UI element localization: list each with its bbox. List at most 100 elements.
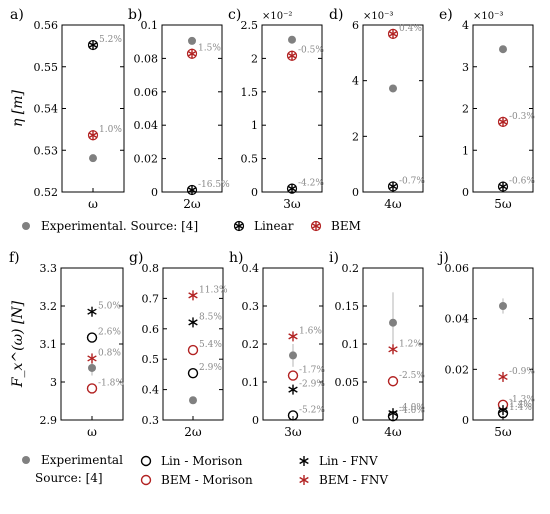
panel-label: h) — [229, 250, 243, 266]
x-tick-label: 5ω — [494, 197, 512, 211]
data-point: 1.5% — [186, 44, 221, 59]
bem-marker — [497, 116, 509, 127]
lin-morison-marker — [86, 332, 98, 343]
y-tick-label: 2 — [352, 130, 359, 143]
percent-annotation: 1.5% — [198, 44, 221, 54]
x-tick-label: 2ω — [183, 197, 201, 211]
panel-label: f) — [9, 250, 20, 266]
y-tick-label: 2 — [251, 52, 258, 65]
percent-annotation: -4.0% — [399, 403, 425, 413]
panel-h: h) 0 0.1 0.2 0.3 0.4 3ω -5.2% -1.7% -2.9% 1.6% — [229, 250, 325, 439]
y-tick-label: 3.2 — [40, 300, 58, 313]
panel-e: e) ×10⁻³ 0 1 2 3 4 5ω -0.6% -0.3% — [439, 7, 535, 211]
y-tick-label: 0.06 — [134, 86, 159, 99]
data-point: -0.7% — [387, 176, 425, 192]
y-tick-label: 0.1 — [242, 376, 260, 389]
y-tick-label: 2.5 — [241, 19, 259, 32]
x-tick-label: 3ω — [284, 425, 302, 439]
data-point: -4.2% — [286, 179, 324, 194]
legend-item: BEM - Morison — [140, 473, 253, 487]
y-tick-label: 0.8 — [142, 262, 160, 275]
experimental-marker — [89, 154, 97, 163]
panel-label: g) — [129, 250, 143, 266]
y-tick-label: 1 — [462, 144, 469, 157]
legend-experimental-icon — [22, 456, 30, 464]
percent-annotation: 5.4% — [199, 340, 222, 350]
data-point — [188, 36, 196, 45]
lin-fnv-marker — [388, 408, 398, 419]
bem-morison-marker — [287, 370, 299, 381]
lin-fnv-marker — [87, 306, 97, 317]
percent-annotation: -5.2% — [299, 405, 325, 415]
data-point: 1.6% — [288, 326, 322, 342]
legend-label: Experimental. Source: [4] — [41, 219, 198, 233]
y-tick-label: 0.08 — [134, 52, 159, 65]
y-tick-label: 0 — [151, 186, 158, 199]
experimental-marker — [499, 302, 507, 310]
bem-fnv-marker — [498, 371, 508, 382]
y-tick-label: 0 — [251, 186, 258, 199]
legend-item: BEM - FNV — [299, 473, 388, 487]
percent-annotation: 8.5% — [199, 312, 222, 322]
legend-top: Experimental. Source: [4] Linear BEM — [22, 219, 361, 233]
linear-marker — [286, 183, 298, 194]
y-axis-label: η [m] — [10, 89, 26, 127]
data-point: 0.4% — [387, 24, 422, 40]
legend-item: Source: [4] — [35, 471, 103, 485]
bem-morison-marker — [86, 383, 98, 394]
legend-item: Experimental — [22, 453, 123, 467]
panel-label: a) — [10, 7, 24, 23]
y-tick-label: 0.02 — [445, 363, 470, 376]
experimental-marker — [389, 84, 397, 93]
y-tick-label: 0.56 — [34, 19, 59, 32]
y-tick-label: 1 — [251, 119, 258, 132]
experimental-marker — [289, 351, 297, 360]
y-tick-label: 2 — [462, 103, 469, 116]
experimental-marker — [389, 318, 397, 327]
y-tick-label: 0 — [352, 414, 359, 427]
panel-d: d) ×10⁻³ 0 2 4 6 4ω -0.7% 0.4% — [329, 7, 425, 211]
y-tick-label: 0.55 — [34, 61, 59, 74]
legend-item: BEM — [310, 219, 361, 233]
y-tick-label: 0 — [252, 414, 259, 427]
percent-annotation: -4.2% — [298, 179, 324, 189]
legend-item: Lin - Morison — [140, 454, 243, 468]
data-point: 2.9% — [187, 363, 222, 379]
legend-bem-fnv-icon — [299, 475, 309, 485]
bem-marker — [87, 130, 99, 141]
legend-bem-icon — [310, 220, 322, 232]
percent-annotation: 5.0% — [98, 302, 121, 312]
panel-f: f) 2.9 3 3.1 3.2 3.3 ω F_x^(ω) [N] 2.6% -1.8% 5.0%… — [9, 250, 124, 439]
y-tick-label: 0.5 — [142, 353, 160, 366]
linear-marker — [497, 181, 509, 192]
data-point: 1.0% — [87, 125, 122, 141]
data-point: -0.6% — [497, 177, 535, 192]
legend-bottom: Experimental Source: [4] Lin - Morison BEM … — [22, 453, 388, 487]
data-point: 11.3% — [188, 285, 228, 301]
y-tick-label: 0.4 — [242, 262, 260, 275]
y-tick-label: 0.53 — [34, 144, 59, 157]
lin-morison-marker — [187, 367, 199, 379]
legend-label: BEM - FNV — [319, 473, 388, 487]
experimental-marker — [88, 363, 96, 372]
legend-label: Lin - FNV — [319, 454, 378, 468]
y-tick-label: 0 — [462, 186, 469, 199]
panel-i: i)00.050.10.150.24ω-4.0%-2.5%-4.0%1.2% — [329, 250, 425, 439]
data-point: -0.5% — [286, 46, 324, 61]
y-tick-label: 0.04 — [134, 119, 159, 132]
data-point: -0.9% — [498, 367, 535, 382]
panel-label: c) — [228, 7, 241, 23]
percent-annotation: -1.7% — [299, 366, 325, 376]
linear-marker — [186, 184, 198, 196]
percent-annotation: -0.9% — [509, 367, 535, 377]
axis-exponent: ×10⁻³ — [473, 11, 503, 22]
x-tick-label: 3ω — [283, 197, 301, 211]
y-tick-label: 0.02 — [134, 153, 159, 166]
percent-annotation: 0.4% — [399, 24, 422, 34]
legend-linear-icon — [233, 220, 245, 232]
percent-annotation: -0.5% — [298, 46, 324, 56]
legend-label: Lin - Morison — [161, 454, 243, 468]
y-tick-label: 0.4 — [142, 384, 160, 397]
y-tick-label: 0 — [352, 186, 359, 199]
legend-item: Experimental. Source: [4] — [22, 219, 198, 233]
